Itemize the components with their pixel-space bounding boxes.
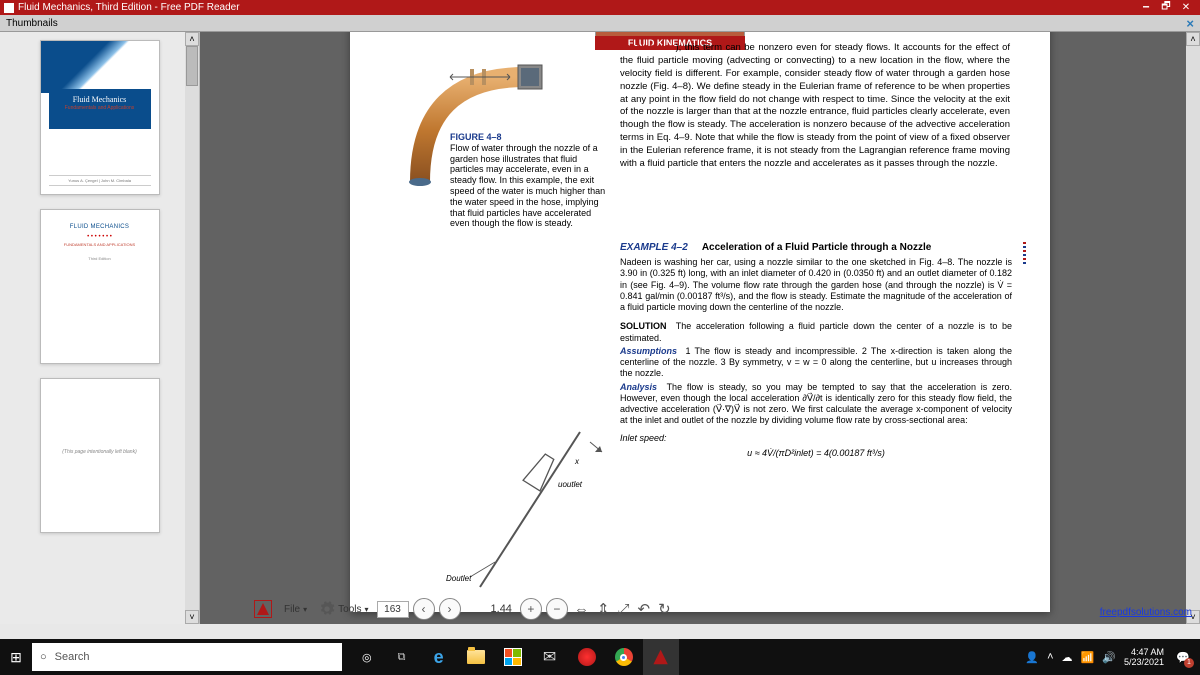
people-icon[interactable]: 👤 xyxy=(1025,651,1039,664)
task-view-button[interactable]: ⧉ xyxy=(384,639,420,675)
undo-button[interactable]: ↶ xyxy=(636,600,653,618)
body-text: acceleration); this term can be nonzero … xyxy=(620,42,1010,171)
d-outlet-label: Doutlet xyxy=(446,574,471,583)
file-menu[interactable]: File ▾ xyxy=(280,602,311,617)
zoom-out-button[interactable]: − xyxy=(546,598,568,620)
zoom-in-button[interactable]: + xyxy=(520,598,542,620)
clock-time: 4:47 AM xyxy=(1124,647,1164,657)
pdf-reader-app[interactable] xyxy=(643,639,679,675)
viewer-scrollbar[interactable]: ˄˅ xyxy=(1186,32,1200,624)
cortana-icon[interactable]: ◎ xyxy=(354,651,380,664)
maximize-button[interactable]: 🗗 xyxy=(1156,0,1176,16)
fit-height-button[interactable]: ⇕ xyxy=(595,600,612,618)
page-number-input[interactable]: 163 xyxy=(377,601,409,618)
thumb-scroll-down[interactable]: ˅ xyxy=(185,610,199,624)
p3-caption: (This page intentionally left blank) xyxy=(41,449,159,455)
figure-label: FIGURE 4–8 xyxy=(450,132,502,142)
gear-icon xyxy=(319,601,335,617)
explorer-app[interactable] xyxy=(458,639,494,675)
zoom-value: 1.44 xyxy=(487,603,516,615)
system-tray: 👤 ˄ ☁ 📶 🔊 4:47 AM 5/23/2021 💬1 xyxy=(1025,646,1200,668)
solution-text: The acceleration following a fluid parti… xyxy=(620,321,1012,342)
cover-authors: Yunus A. Çengel | John M. Cimbala xyxy=(49,175,151,186)
search-placeholder: Search xyxy=(55,651,90,663)
example-para1: Nadeen is washing her car, using a nozzl… xyxy=(620,257,1012,313)
redo-button[interactable]: ↻ xyxy=(656,600,673,618)
cover-subtitle: Fundamentals and Applications xyxy=(49,105,151,111)
edge-app[interactable]: e xyxy=(421,639,457,675)
mail-app[interactable]: ✉ xyxy=(532,639,568,675)
solution-label: SOLUTION xyxy=(620,321,667,331)
p2-title: FLUID MECHANICS xyxy=(41,224,159,230)
clock-date: 5/23/2021 xyxy=(1124,657,1164,667)
close-thumbnails-button[interactable]: × xyxy=(1186,16,1194,31)
window-title: Fluid Mechanics, Third Edition - Free PD… xyxy=(18,2,240,13)
onedrive-icon[interactable]: ☁ xyxy=(1062,651,1073,664)
analysis-label: Analysis xyxy=(620,382,657,392)
figure-caption: FIGURE 4–8 Flow of water through the noz… xyxy=(450,132,610,229)
pdf-toolbar: File ▾ Tools ▾ 163 ‹ › 1.44 + − ⇔ ⇕ ⤢ ↶ … xyxy=(250,594,1150,624)
thumbnails-label: Thumbnails xyxy=(6,18,58,29)
example-tag: EXAMPLE 4–2 xyxy=(620,242,688,253)
volume-icon[interactable]: 🔊 xyxy=(1102,651,1116,664)
pdf-icon-button[interactable] xyxy=(250,598,276,620)
example-title: Acceleration of a Fluid Particle through… xyxy=(702,242,931,253)
p2-authors: Third Edition xyxy=(41,256,159,261)
thumb-scrollbar[interactable] xyxy=(185,46,199,610)
figure-4-9: x uoutlet Doutlet xyxy=(440,422,610,592)
thumbnail-panel: ˄ ˅ Fluid Mechanics Fundamentals and App… xyxy=(0,32,200,624)
assumptions-text: 1 The flow is steady and incompressible.… xyxy=(620,346,1012,379)
accel-term: acceleration xyxy=(620,42,675,53)
analysis-text: The flow is steady, so you may be tempte… xyxy=(620,382,1012,426)
vendor-link[interactable]: freepdfsolutions.com xyxy=(1100,607,1192,618)
body-paragraph: ); this term can be nonzero even for ste… xyxy=(620,42,1010,169)
app-icon xyxy=(4,3,14,13)
page-viewer[interactable]: ˄˅ 138 FLUID KINEMATICS xyxy=(200,32,1200,624)
close-button[interactable]: ✕ xyxy=(1176,2,1196,13)
windows-taskbar: ⊞ ○ Search ◎ ⧉ e ✉ 👤 ˄ ☁ 📶 🔊 4:47 AM 5/2… xyxy=(0,639,1200,675)
opera-app[interactable] xyxy=(569,639,605,675)
start-button[interactable]: ⊞ xyxy=(0,649,32,666)
example-4-2: EXAMPLE 4–2 Acceleration of a Fluid Part… xyxy=(620,242,1020,459)
figure-caption-text: Flow of water through the nozzle of a ga… xyxy=(450,143,605,229)
search-icon: ○ xyxy=(40,651,47,663)
x-label: x xyxy=(575,457,579,466)
prev-page-button[interactable]: ‹ xyxy=(413,598,435,620)
inlet-speed-label: Inlet speed: xyxy=(620,433,667,443)
clock[interactable]: 4:47 AM 5/23/2021 xyxy=(1124,647,1164,668)
next-page-button[interactable]: › xyxy=(439,598,461,620)
chrome-app[interactable] xyxy=(606,639,642,675)
inlet-equation: u ≈ 4V̇/(πD²inlet) = 4(0.00187 ft³/s) xyxy=(620,448,1012,459)
wifi-icon[interactable]: 📶 xyxy=(1081,651,1095,664)
u-outlet-label: uoutlet xyxy=(558,480,582,489)
fit-page-button[interactable]: ⤢ xyxy=(616,601,632,618)
thumbnail-page-2[interactable]: FLUID MECHANICS • • • • • • • FUNDAMENTA… xyxy=(40,209,160,364)
thumb-scroll-up[interactable]: ˄ xyxy=(185,32,199,46)
minimize-button[interactable]: 🗕 xyxy=(1136,0,1156,16)
assumptions-label: Assumptions xyxy=(620,346,677,356)
tray-chevron[interactable]: ˄ xyxy=(1047,651,1053,663)
taskbar-search[interactable]: ○ Search xyxy=(32,643,342,671)
thumbnails-header: Thumbnails × xyxy=(0,15,1200,32)
p2-subtitle: FUNDAMENTALS AND APPLICATIONS xyxy=(41,242,159,247)
tools-menu[interactable]: Tools ▾ xyxy=(315,599,372,619)
pdf-page: 138 FLUID KINEMATICS xyxy=(350,32,1050,612)
fit-width-button[interactable]: ⇔ xyxy=(572,601,591,618)
notifications-button[interactable]: 💬1 xyxy=(1172,646,1194,668)
store-app[interactable] xyxy=(495,639,531,675)
thumbnail-page-3[interactable]: (This page intentionally left blank) xyxy=(40,378,160,533)
titlebar: Fluid Mechanics, Third Edition - Free PD… xyxy=(0,0,1200,15)
thumbnail-page-1[interactable]: Fluid Mechanics Fundamentals and Applica… xyxy=(40,40,160,195)
